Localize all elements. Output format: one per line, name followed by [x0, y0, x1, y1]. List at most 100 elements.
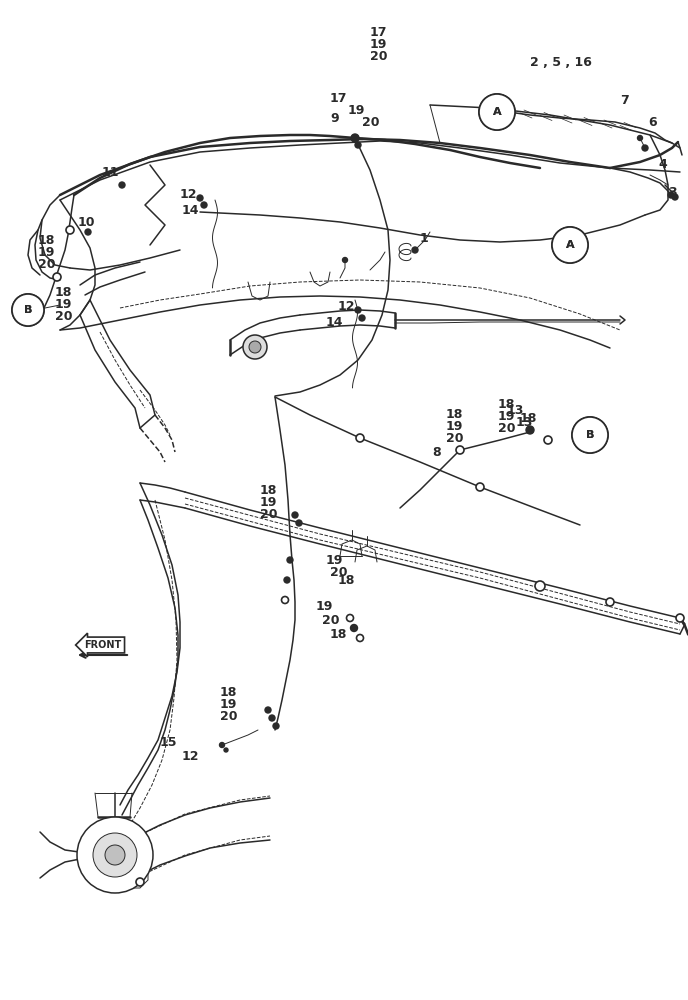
Circle shape — [350, 624, 358, 632]
Circle shape — [119, 182, 125, 188]
Circle shape — [668, 192, 674, 198]
Circle shape — [224, 748, 228, 752]
Text: 19: 19 — [370, 37, 387, 50]
Circle shape — [249, 341, 261, 353]
Text: 6: 6 — [648, 115, 656, 128]
Text: 20: 20 — [220, 710, 237, 722]
Circle shape — [243, 335, 267, 359]
Circle shape — [85, 229, 91, 235]
Text: 7: 7 — [620, 94, 629, 106]
Text: 18: 18 — [520, 412, 537, 424]
Circle shape — [479, 94, 515, 130]
Text: 4: 4 — [658, 158, 667, 172]
Circle shape — [287, 557, 293, 563]
Circle shape — [12, 294, 44, 326]
Text: 18: 18 — [338, 574, 356, 586]
Circle shape — [77, 817, 153, 893]
Circle shape — [296, 520, 302, 526]
Circle shape — [53, 273, 61, 281]
Text: 20: 20 — [38, 257, 56, 270]
Text: 12: 12 — [338, 300, 356, 312]
Text: 13: 13 — [516, 416, 533, 430]
Text: 20: 20 — [498, 422, 515, 436]
Text: 19: 19 — [348, 104, 365, 116]
Circle shape — [535, 581, 545, 591]
Circle shape — [343, 257, 347, 262]
Text: 19: 19 — [220, 698, 237, 710]
Circle shape — [672, 194, 678, 200]
Circle shape — [136, 878, 144, 886]
Text: 18: 18 — [446, 408, 464, 422]
Circle shape — [219, 742, 224, 748]
Circle shape — [351, 134, 359, 142]
Text: 19: 19 — [498, 410, 515, 424]
Circle shape — [642, 145, 648, 151]
Circle shape — [552, 227, 588, 263]
Text: B: B — [24, 305, 32, 315]
Text: 20: 20 — [260, 508, 277, 520]
Circle shape — [356, 635, 363, 642]
Text: 18: 18 — [220, 686, 237, 698]
Text: 12: 12 — [182, 750, 200, 762]
Text: 1: 1 — [420, 232, 429, 244]
Circle shape — [526, 426, 534, 434]
Text: 18: 18 — [38, 233, 55, 246]
Text: 10: 10 — [78, 216, 96, 229]
Circle shape — [356, 434, 364, 442]
Text: 20: 20 — [362, 115, 380, 128]
Text: 18: 18 — [260, 484, 277, 496]
Text: 14: 14 — [326, 316, 343, 328]
Circle shape — [12, 294, 44, 326]
Text: 19: 19 — [38, 245, 55, 258]
Text: 19: 19 — [55, 298, 72, 310]
Circle shape — [476, 483, 484, 491]
Text: 17: 17 — [370, 25, 387, 38]
Circle shape — [265, 707, 271, 713]
Circle shape — [347, 614, 354, 621]
Circle shape — [606, 598, 614, 606]
Circle shape — [456, 446, 464, 454]
Text: A: A — [566, 240, 574, 250]
Circle shape — [105, 845, 125, 865]
Text: A: A — [493, 107, 502, 117]
Text: 20: 20 — [330, 566, 347, 578]
Circle shape — [412, 247, 418, 253]
Circle shape — [479, 94, 515, 130]
Circle shape — [292, 512, 298, 518]
Circle shape — [676, 614, 684, 622]
Text: 3: 3 — [668, 186, 676, 198]
Circle shape — [572, 417, 608, 453]
Circle shape — [355, 142, 361, 148]
Text: B: B — [24, 305, 32, 315]
Text: 2 , 5 , 16: 2 , 5 , 16 — [530, 55, 592, 68]
Text: A: A — [566, 240, 574, 250]
Circle shape — [638, 135, 643, 140]
Text: 18: 18 — [55, 286, 72, 298]
Circle shape — [66, 226, 74, 234]
Text: 8: 8 — [432, 446, 440, 458]
Circle shape — [552, 227, 588, 263]
Text: 12: 12 — [180, 188, 197, 200]
Text: B: B — [585, 430, 594, 440]
Circle shape — [201, 202, 207, 208]
Circle shape — [284, 577, 290, 583]
Circle shape — [269, 715, 275, 721]
Circle shape — [197, 195, 203, 201]
Circle shape — [572, 417, 608, 453]
Text: 20: 20 — [446, 432, 464, 446]
Text: A: A — [493, 107, 502, 117]
Text: 17: 17 — [330, 92, 347, 104]
Text: 13: 13 — [507, 403, 524, 416]
Text: 18: 18 — [330, 628, 347, 641]
Text: 15: 15 — [160, 736, 178, 748]
Circle shape — [281, 596, 288, 603]
Text: 19: 19 — [446, 420, 464, 434]
Circle shape — [544, 436, 552, 444]
Text: 20: 20 — [322, 613, 339, 626]
Text: 20: 20 — [370, 49, 387, 62]
Text: 9: 9 — [330, 111, 338, 124]
Text: 19: 19 — [316, 599, 334, 612]
Text: 19: 19 — [260, 495, 277, 508]
Text: 19: 19 — [326, 554, 343, 566]
Text: B: B — [585, 430, 594, 440]
